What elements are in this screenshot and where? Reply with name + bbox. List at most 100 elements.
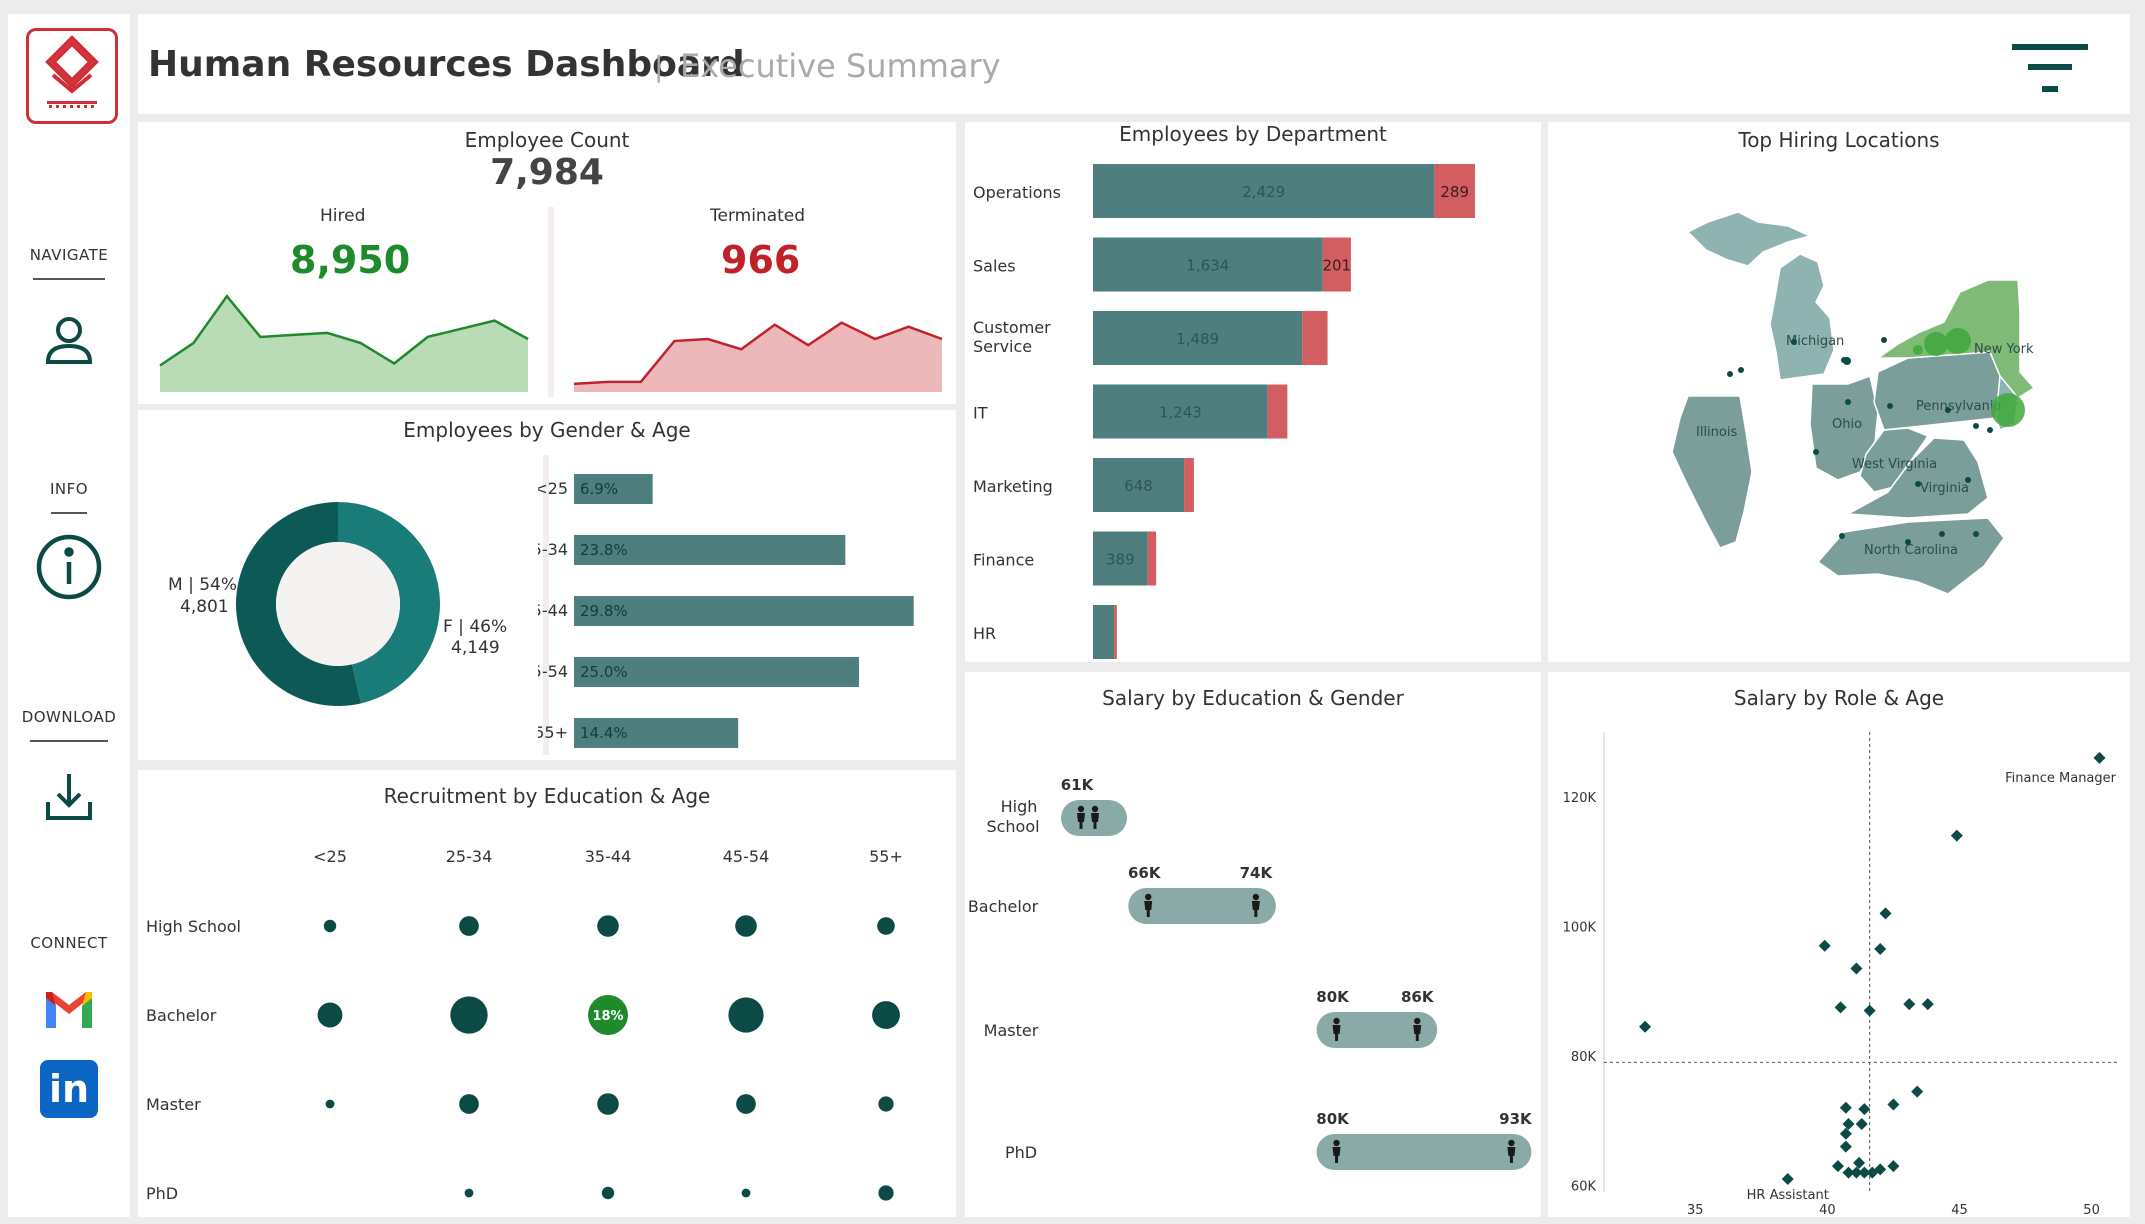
map-point — [1973, 531, 1979, 537]
map-label-new-york: New York — [1974, 342, 2034, 357]
recruit-col-label: 25-34 — [446, 847, 493, 866]
recruit-bubble — [878, 1185, 894, 1201]
person-icon — [1077, 813, 1085, 829]
recruit-bubble — [325, 1099, 335, 1109]
x-tick-label: 40 — [1819, 1203, 1836, 1217]
scatter-point — [1887, 1160, 1900, 1173]
recruit-bubble — [728, 997, 764, 1033]
recruit-bubble — [459, 1094, 479, 1114]
map-label-ohio: Ohio — [1832, 417, 1862, 432]
person-icon — [1332, 1147, 1341, 1163]
dept-bar-active — [1093, 311, 1303, 365]
person-icon — [1413, 1025, 1422, 1041]
hiring-map: Michigan New York Illinois Ohio Pennsylv… — [1671, 211, 2036, 595]
salary-range-pill — [1128, 888, 1276, 924]
department-bar-chart: Operations 2,429 289 Sales 1,634 201 CustomerS… — [973, 164, 1475, 659]
header: Human Resources Dashboard | Executive Su… — [138, 14, 2130, 114]
person-icon — [1144, 901, 1153, 917]
x-tick-label: 45 — [1951, 1203, 1968, 1217]
recruit-row-label: Master — [146, 1095, 201, 1114]
logo[interactable] — [26, 28, 118, 124]
person-icon — [1333, 1139, 1340, 1147]
dept-bar-active — [1093, 531, 1148, 586]
age-bar — [574, 718, 739, 748]
scatter-point — [1839, 1101, 1852, 1114]
edu-label: PhD — [1005, 1143, 1037, 1162]
gmail-icon[interactable] — [42, 988, 96, 1032]
trend-line — [159, 294, 529, 367]
gender-age-panel: Employees by Gender & Age M | 54% 4,801 F … — [138, 410, 956, 760]
dept-label: Finance — [973, 551, 1034, 570]
recruit-bubble — [597, 915, 619, 937]
divider — [543, 455, 549, 755]
age-tick-label: <25 — [538, 479, 568, 498]
edu-label: Master — [984, 1021, 1039, 1040]
dept-label: Service — [973, 337, 1032, 356]
map-point — [1813, 449, 1819, 455]
age-bar — [574, 657, 859, 687]
age-bar-label: 23.8% — [580, 541, 628, 559]
recruit-bubble — [877, 917, 895, 935]
y-tick-label: 60K — [1571, 1180, 1597, 1195]
user-icon[interactable] — [38, 310, 100, 372]
salary-label: 93K — [1499, 1110, 1533, 1128]
person-icon — [1508, 1139, 1515, 1147]
recruit-col-label: 45-54 — [723, 847, 770, 866]
connect-label: CONNECT — [30, 934, 108, 952]
person-icon — [1145, 893, 1152, 901]
recruit-row-label: PhD — [146, 1184, 178, 1203]
download-icon[interactable] — [38, 766, 100, 828]
salary-label: 74K — [1240, 864, 1274, 882]
terminated-trend-chart — [573, 321, 943, 392]
linkedin-icon[interactable]: in — [40, 1060, 98, 1118]
sidebar: NAVIGATE INFO DOWNLOAD — [8, 14, 130, 1217]
dept-bar-active — [1093, 384, 1268, 439]
scatter-point — [1839, 1140, 1852, 1153]
recruit-bubble — [450, 996, 488, 1034]
divider — [30, 740, 108, 742]
age-tick-label: 55+ — [538, 723, 568, 742]
navigate-label: NAVIGATE — [29, 246, 109, 264]
map-bubble — [1913, 345, 1923, 355]
info-icon[interactable] — [34, 532, 104, 602]
scatter-point — [1850, 962, 1863, 975]
nav-navigate: NAVIGATE — [8, 246, 130, 372]
map-label-west-virginia: West Virginia — [1852, 457, 1937, 472]
map-label-michigan: Michigan — [1786, 334, 1844, 349]
edu-label: Bachelor — [968, 897, 1039, 916]
map-label-virginia: Virginia — [1920, 481, 1969, 496]
map-label-illinois: Illinois — [1696, 425, 1737, 440]
dept-bar-terminated — [1302, 311, 1328, 365]
trend-area — [574, 322, 942, 392]
dept-bar-label: 1,243 — [1159, 404, 1202, 422]
age-bar-label: 29.8% — [580, 602, 628, 620]
scatter-point — [1903, 998, 1916, 1011]
map-point — [1727, 371, 1733, 377]
map-state-michigan — [1769, 253, 1835, 381]
scatter-point — [1842, 1117, 1855, 1130]
gender-age-title: Employees by Gender & Age — [403, 418, 691, 442]
y-tick-label: 120K — [1563, 791, 1597, 806]
person-icon — [1414, 1017, 1421, 1025]
hired-label: Hired — [320, 206, 366, 226]
salary-role-title: Salary by Role & Age — [1733, 686, 1945, 710]
map-point — [1939, 531, 1945, 537]
recruit-bubble-highlight — [588, 995, 628, 1035]
employee-count-title: Employee Count — [464, 128, 630, 152]
dept-bar-active — [1093, 237, 1323, 292]
recruit-col-label: <25 — [313, 847, 347, 866]
terminated-label: Terminated — [710, 206, 806, 226]
age-bar-label: 6.9% — [580, 480, 618, 498]
map-state-virginia — [1845, 437, 1989, 519]
scatter-point — [1858, 1166, 1871, 1179]
recruit-row-label: Bachelor — [146, 1006, 217, 1025]
filter-icon[interactable] — [2010, 30, 2094, 100]
scatter-point — [1874, 1163, 1887, 1176]
map-point — [1915, 481, 1921, 487]
dept-bar-active — [1093, 164, 1435, 218]
recruitment-bubble-chart: <25 25-34 35-44 45-54 55+ High School Bachelor… — [146, 847, 903, 1203]
scatter-annotation: HR Assistant — [1747, 1188, 1829, 1203]
scatter-annotation: Finance Manager — [2005, 771, 2117, 786]
map-point — [1839, 533, 1845, 539]
